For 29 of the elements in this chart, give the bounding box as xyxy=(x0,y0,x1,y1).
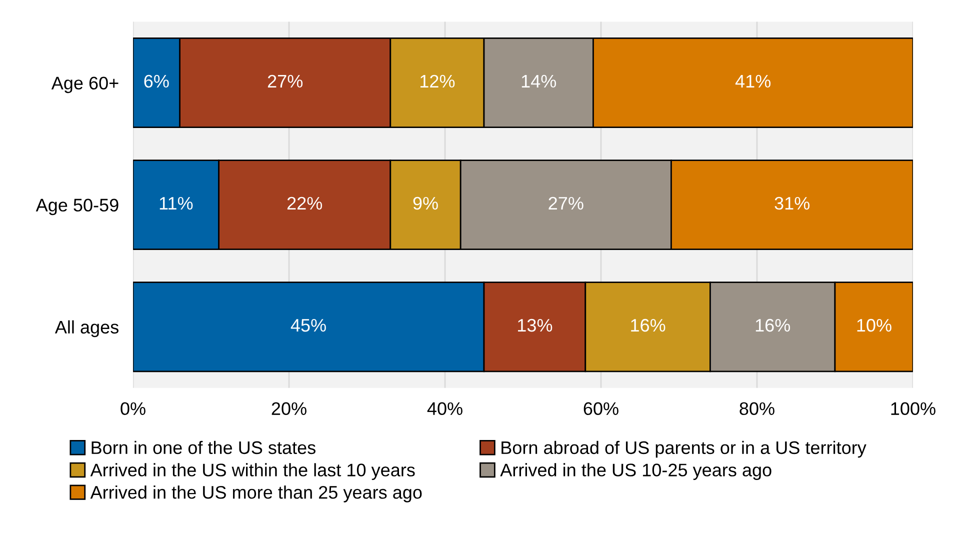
data-label: 10% xyxy=(857,318,892,332)
x-tick-label: 0% xyxy=(120,402,146,416)
legend-label: Born in one of the US states xyxy=(92,440,316,454)
data-label: 11% xyxy=(160,196,193,210)
x-tick-label: 20% xyxy=(272,402,306,416)
legend-label: Arrived in the US 10-25 years ago xyxy=(500,463,772,480)
data-label: 13% xyxy=(518,318,552,332)
x-tick-label: 80% xyxy=(740,402,774,416)
data-label: 12% xyxy=(420,74,455,88)
x-tick-label: 40% xyxy=(427,402,462,416)
data-label: 14% xyxy=(522,74,556,88)
y-tick-label: Age 50-59 xyxy=(36,198,118,216)
data-label: 16% xyxy=(756,318,790,332)
data-label: 22% xyxy=(287,196,322,210)
data-label: 6% xyxy=(144,74,169,88)
data-label: 16% xyxy=(631,318,666,332)
data-label: 9% xyxy=(413,196,438,210)
y-tick-label: Age 60+ xyxy=(51,76,118,94)
data-label: 27% xyxy=(268,74,303,88)
legend-label: Born abroad of US parents or in a US territory xyxy=(502,440,866,458)
data-label: 31% xyxy=(774,196,810,210)
x-tick-label: 100% xyxy=(891,402,936,416)
x-tick-label: 60% xyxy=(584,402,618,416)
data-label: 27% xyxy=(548,196,584,210)
legend-label: Arrived in the US within the last 10 years xyxy=(90,463,415,480)
data-label: 45% xyxy=(290,318,326,332)
data-label: 41% xyxy=(735,74,771,88)
y-tick-label: All ages xyxy=(54,320,118,338)
legend-label: Arrived in the US more than 25 years ago xyxy=(90,486,422,502)
